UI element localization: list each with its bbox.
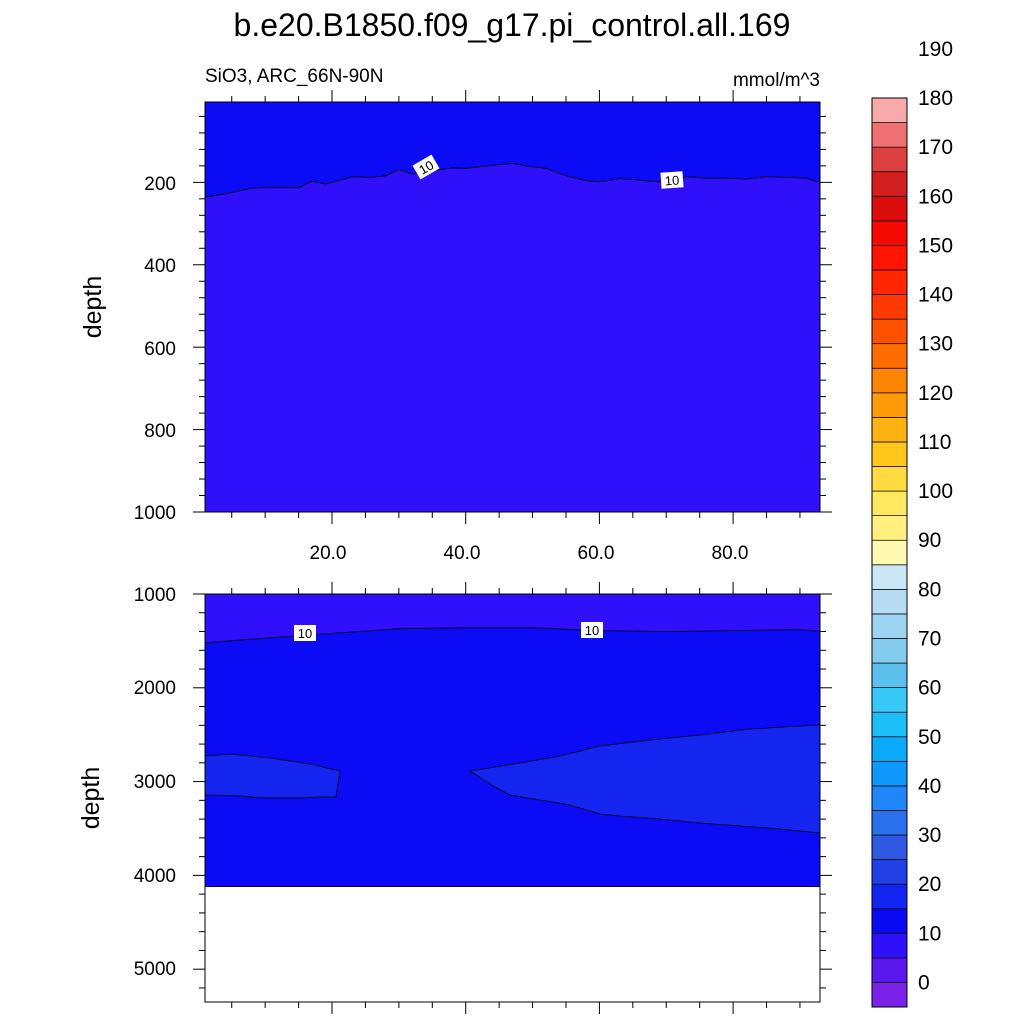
colorbar-box [871,613,908,639]
colorbar-box [871,564,908,590]
lower-y-label: depth [77,767,105,830]
colorbar-box [871,195,908,222]
colorbar-box [871,294,908,320]
subtitle-right: mmol/m^3 [733,70,820,91]
colorbar-box [871,220,908,246]
svg-text:10: 10 [664,173,679,189]
colorbar-label: 60 [918,677,941,700]
colorbar-label: 80 [918,578,941,601]
colorbar-box [871,367,908,394]
upper-y-tick-label: 400 [144,256,176,277]
upper-plot-frame [204,101,821,513]
colorbar-box [871,171,908,197]
upper-contour-label-1: 10 [412,154,440,180]
colorbar-box [871,883,908,910]
colorbar-label: 20 [918,873,941,896]
colorbar-box [871,466,908,492]
upper-y-tick-label: 1000 [134,503,176,524]
colorbar-box [871,662,908,688]
upper-x-tick-label: 20.0 [310,543,347,564]
colorbar-box [871,97,908,123]
colorbar-box [871,711,908,738]
lower-y-tick-label: 5000 [134,959,176,980]
colorbar-label: 120 [918,382,953,405]
colorbar-label: 100 [918,480,953,503]
colorbar-box [871,859,908,885]
colorbar-label: 140 [918,284,953,307]
colorbar-box [871,760,908,787]
lower-contour-label-1: 10 [294,625,316,641]
lower-region-20-30-left [204,753,341,799]
upper-axis-ticks [193,90,832,524]
colorbar-box [871,490,908,516]
colorbar-box [871,441,908,467]
lower-axis-ticks [193,582,832,1014]
colorbar-label: 150 [918,234,953,257]
upper-y-tick-label: 800 [144,421,176,442]
subtitle-left: SiO3, ARC_66N-90N [205,66,383,87]
colorbar-boxes [871,97,908,1008]
colorbar-box [871,834,908,860]
colorbar-label: 0 [918,971,930,994]
colorbar-box [871,269,908,295]
colorbar-box [871,146,908,173]
colorbar-box [871,982,908,1008]
colorbar-box [871,417,908,443]
colorbar-box [871,589,908,615]
colorbar-box [871,736,908,762]
upper-x-tick-label: 60.0 [578,543,615,564]
colorbar-frame [871,97,908,1008]
colorbar-box [871,392,908,418]
lower-y-tick-label: 4000 [134,866,176,887]
colorbar-label: 180 [918,87,953,110]
colorbar-box [871,908,908,934]
upper-region-0-10 [204,162,821,513]
lower-y-tick-label: 1000 [134,585,176,606]
upper-contour-label-2: 10 [660,171,684,189]
colorbar-box [871,122,908,148]
colorbar-box [871,932,908,959]
colorbar-label: 90 [918,529,941,552]
colorbar-box [871,810,908,836]
upper-y-label: depth [79,276,107,339]
lower-contour-label-2: 10 [581,622,603,638]
colorbar-label: 40 [918,775,941,798]
colorbar-box [871,343,908,369]
colorbar-box [871,318,908,345]
upper-y-tick-label: 200 [144,174,176,195]
svg-text:10: 10 [585,623,599,638]
lower-plot-frame [204,593,821,1003]
colorbar-label: 130 [918,333,953,356]
colorbar-box [871,638,908,664]
colorbar-box [871,957,908,983]
lower-contour-panel: depth 1000 2000 3000 4000 5000 10 10 [77,582,832,1014]
upper-contour-panel: depth 200 400 600 800 1000 20.0 40.0 60.… [79,90,832,564]
colorbar-label: 160 [918,185,953,208]
colorbar-box [871,515,908,541]
main-title: b.e20.B1850.f09_g17.pi_control.all.169 [234,7,791,43]
colorbar-box [871,687,908,713]
colorbar-box [871,785,908,811]
lower-y-tick-label: 3000 [134,772,176,793]
upper-y-tick-label: 600 [144,339,176,360]
upper-x-tick-label: 40.0 [444,543,481,564]
colorbar-labels: 0 10 20 30 40 50 60 70 80 90 100 110 120 130 140 150 160… [918,38,953,995]
lower-region-20-30-right [468,724,821,834]
colorbar-label: 50 [918,726,941,749]
colorbar-box [871,245,908,271]
upper-x-tick-label: 80.0 [712,543,749,564]
svg-text:10: 10 [416,157,436,177]
colorbar-label: 110 [918,431,951,454]
colorbar-box [871,539,908,566]
colorbar-label: 70 [918,627,941,650]
colorbar-label: 190 [918,38,953,61]
colorbar-label: 30 [918,824,941,847]
colorbar-label: 10 [918,922,941,945]
lower-y-tick-label: 2000 [134,678,176,699]
svg-text:10: 10 [298,626,312,641]
colorbar: 0 10 20 30 40 50 60 70 80 90 100 110 120 130 140 150 160… [871,38,953,1008]
colorbar-label: 170 [918,136,953,159]
